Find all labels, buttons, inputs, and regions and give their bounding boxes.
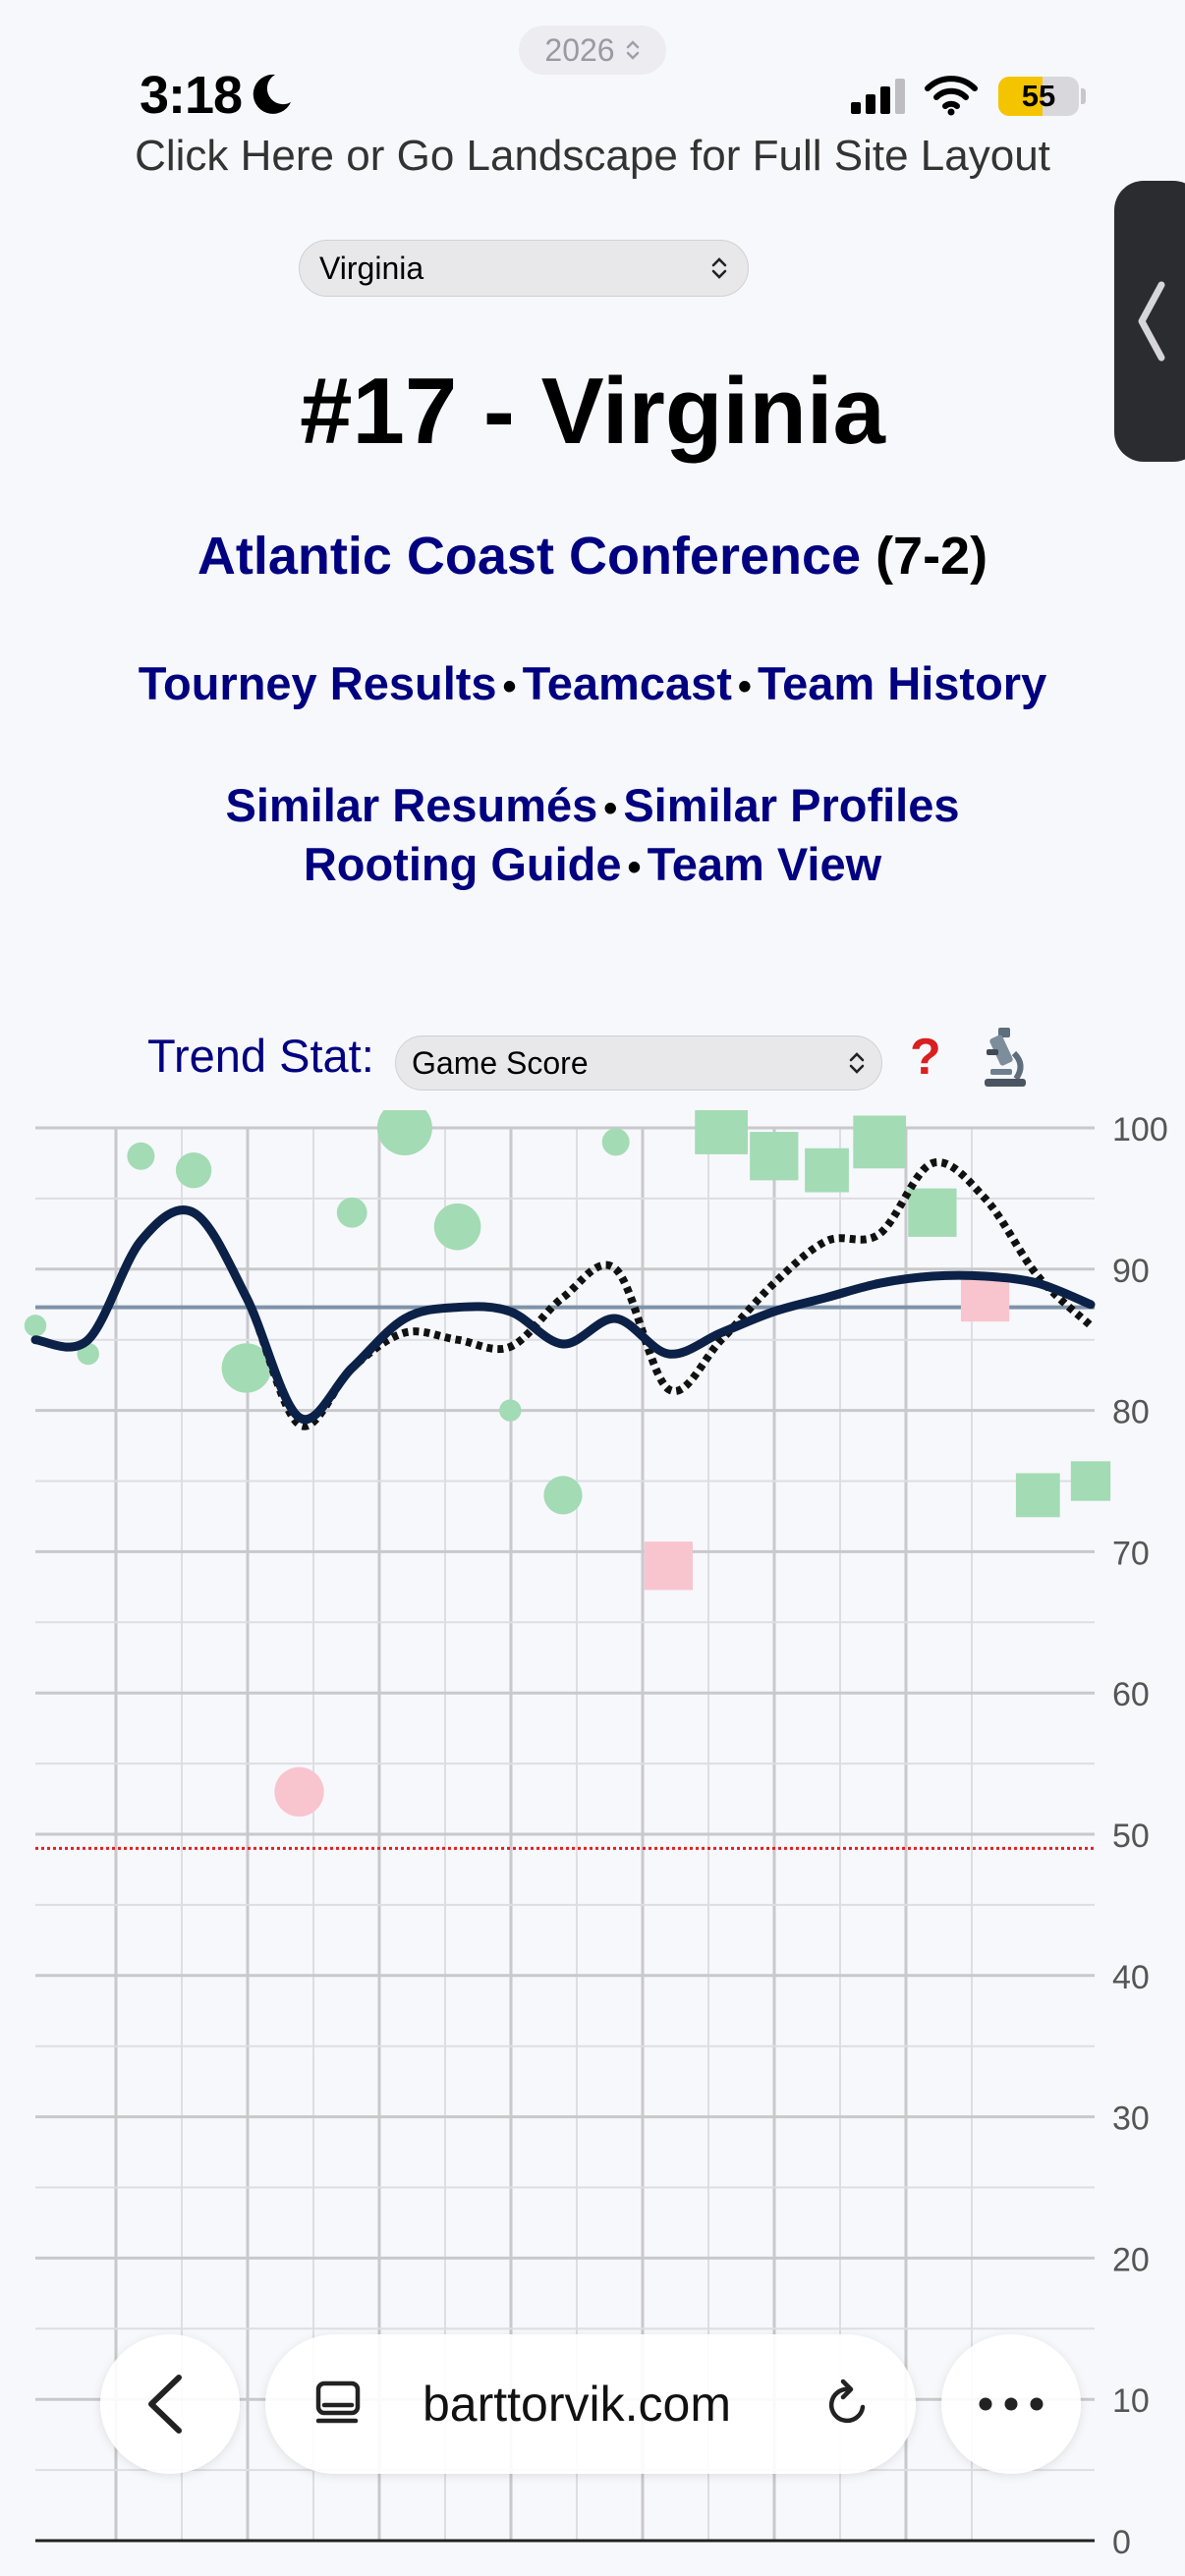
separator: •: [737, 665, 752, 708]
tourney-results-link[interactable]: Tourney Results: [138, 657, 497, 709]
address-bar[interactable]: barttorvik.com: [265, 2334, 916, 2474]
team-view-link[interactable]: Team View: [647, 838, 882, 890]
chevron-updown-icon: [711, 257, 727, 279]
game-marker: [601, 1128, 630, 1156]
y-tick-label: 70: [1112, 1535, 1150, 1572]
browser-back-button[interactable]: [100, 2334, 240, 2474]
game-marker: [336, 1197, 367, 1228]
game-marker: [433, 1203, 481, 1251]
game-marker: [908, 1188, 957, 1237]
game-marker: [175, 1151, 212, 1189]
similar-resumes-link[interactable]: Similar Resumés: [225, 779, 598, 831]
rooting-guide-link[interactable]: Rooting Guide: [303, 838, 622, 890]
y-tick-label: 20: [1112, 2241, 1150, 2278]
url-text: barttorvik.com: [423, 2377, 731, 2432]
separator: •: [627, 846, 642, 889]
game-marker: [274, 1766, 324, 1818]
game-marker: [499, 1399, 522, 1422]
team-history-link[interactable]: Team History: [757, 657, 1047, 709]
game-marker: [1015, 1473, 1060, 1518]
trend-stat-label: Trend Stat:: [147, 1030, 374, 1082]
trend-stat-value: Game Score: [412, 1044, 589, 1081]
game-marker: [127, 1142, 155, 1170]
y-tick-label: 100: [1112, 1111, 1168, 1148]
game-marker: [221, 1343, 271, 1393]
links-row-3: Rooting Guide • Team View: [0, 837, 1185, 891]
y-tick-label: 10: [1112, 2382, 1150, 2420]
conference-line: Atlantic Coast Conference (7-2): [0, 526, 1185, 587]
y-tick-label: 90: [1112, 1253, 1150, 1290]
game-marker: [24, 1315, 47, 1337]
y-tick-label: 50: [1112, 1818, 1150, 1855]
game-marker: [695, 1110, 748, 1154]
more-options-button[interactable]: [941, 2334, 1081, 2474]
help-icon[interactable]: ?: [910, 1029, 941, 1086]
battery-icon: 55: [998, 77, 1079, 116]
game-marker: [644, 1541, 694, 1591]
page-title: #17 - Virginia: [300, 359, 885, 464]
chevron-left-icon: [1138, 281, 1165, 362]
microscope-icon[interactable]: [977, 1026, 1032, 1089]
y-tick-label: 80: [1112, 1394, 1150, 1431]
moon-icon: [253, 74, 291, 114]
conference-link[interactable]: Atlantic Coast Conference: [197, 527, 862, 586]
battery-tip: [1081, 88, 1086, 104]
signal-icon: [851, 79, 905, 114]
reload-icon[interactable]: [819, 2378, 875, 2433]
game-marker: [853, 1115, 907, 1169]
team-record: (7-2): [875, 527, 988, 586]
game-marker: [1070, 1461, 1111, 1501]
chevron-updown-icon: [626, 40, 639, 60]
tabs-icon[interactable]: [312, 2378, 367, 2433]
team-select[interactable]: Virginia: [299, 240, 749, 297]
full-site-link[interactable]: Click Here or Go Landscape for Full Site…: [135, 132, 1050, 180]
y-tick-label: 60: [1112, 1676, 1150, 1713]
chevron-updown-icon: [849, 1052, 865, 1074]
teamcast-link[interactable]: Teamcast: [522, 657, 732, 709]
chevron-left-icon: [148, 2375, 182, 2434]
game-marker: [750, 1132, 799, 1181]
battery-level: 55: [1021, 79, 1056, 113]
trend-line-solid: [30, 1205, 1096, 1425]
status-time: 3:18: [140, 66, 243, 125]
year-label: 2026: [544, 31, 615, 68]
similar-profiles-link[interactable]: Similar Profiles: [623, 779, 960, 831]
ellipsis-icon: [979, 2397, 1044, 2411]
trend-stat-select[interactable]: Game Score: [395, 1036, 882, 1091]
separator: •: [502, 665, 517, 708]
side-panel-tab[interactable]: [1114, 181, 1185, 462]
game-marker: [376, 1110, 432, 1155]
y-tick-label: 0: [1112, 2524, 1131, 2561]
y-tick-label: 40: [1112, 1959, 1150, 1996]
links-row-1: Tourney Results • Teamcast • Team History: [0, 656, 1185, 710]
battery-fill: [998, 77, 1044, 116]
game-marker: [805, 1148, 849, 1193]
team-select-value: Virginia: [319, 250, 424, 286]
game-marker: [543, 1476, 583, 1515]
y-tick-label: 30: [1112, 2100, 1150, 2138]
year-selector[interactable]: 2026: [519, 26, 666, 75]
links-row-2: Similar Resumés • Similar Profiles: [0, 778, 1185, 832]
separator: •: [603, 787, 618, 830]
wifi-icon: [925, 76, 978, 116]
